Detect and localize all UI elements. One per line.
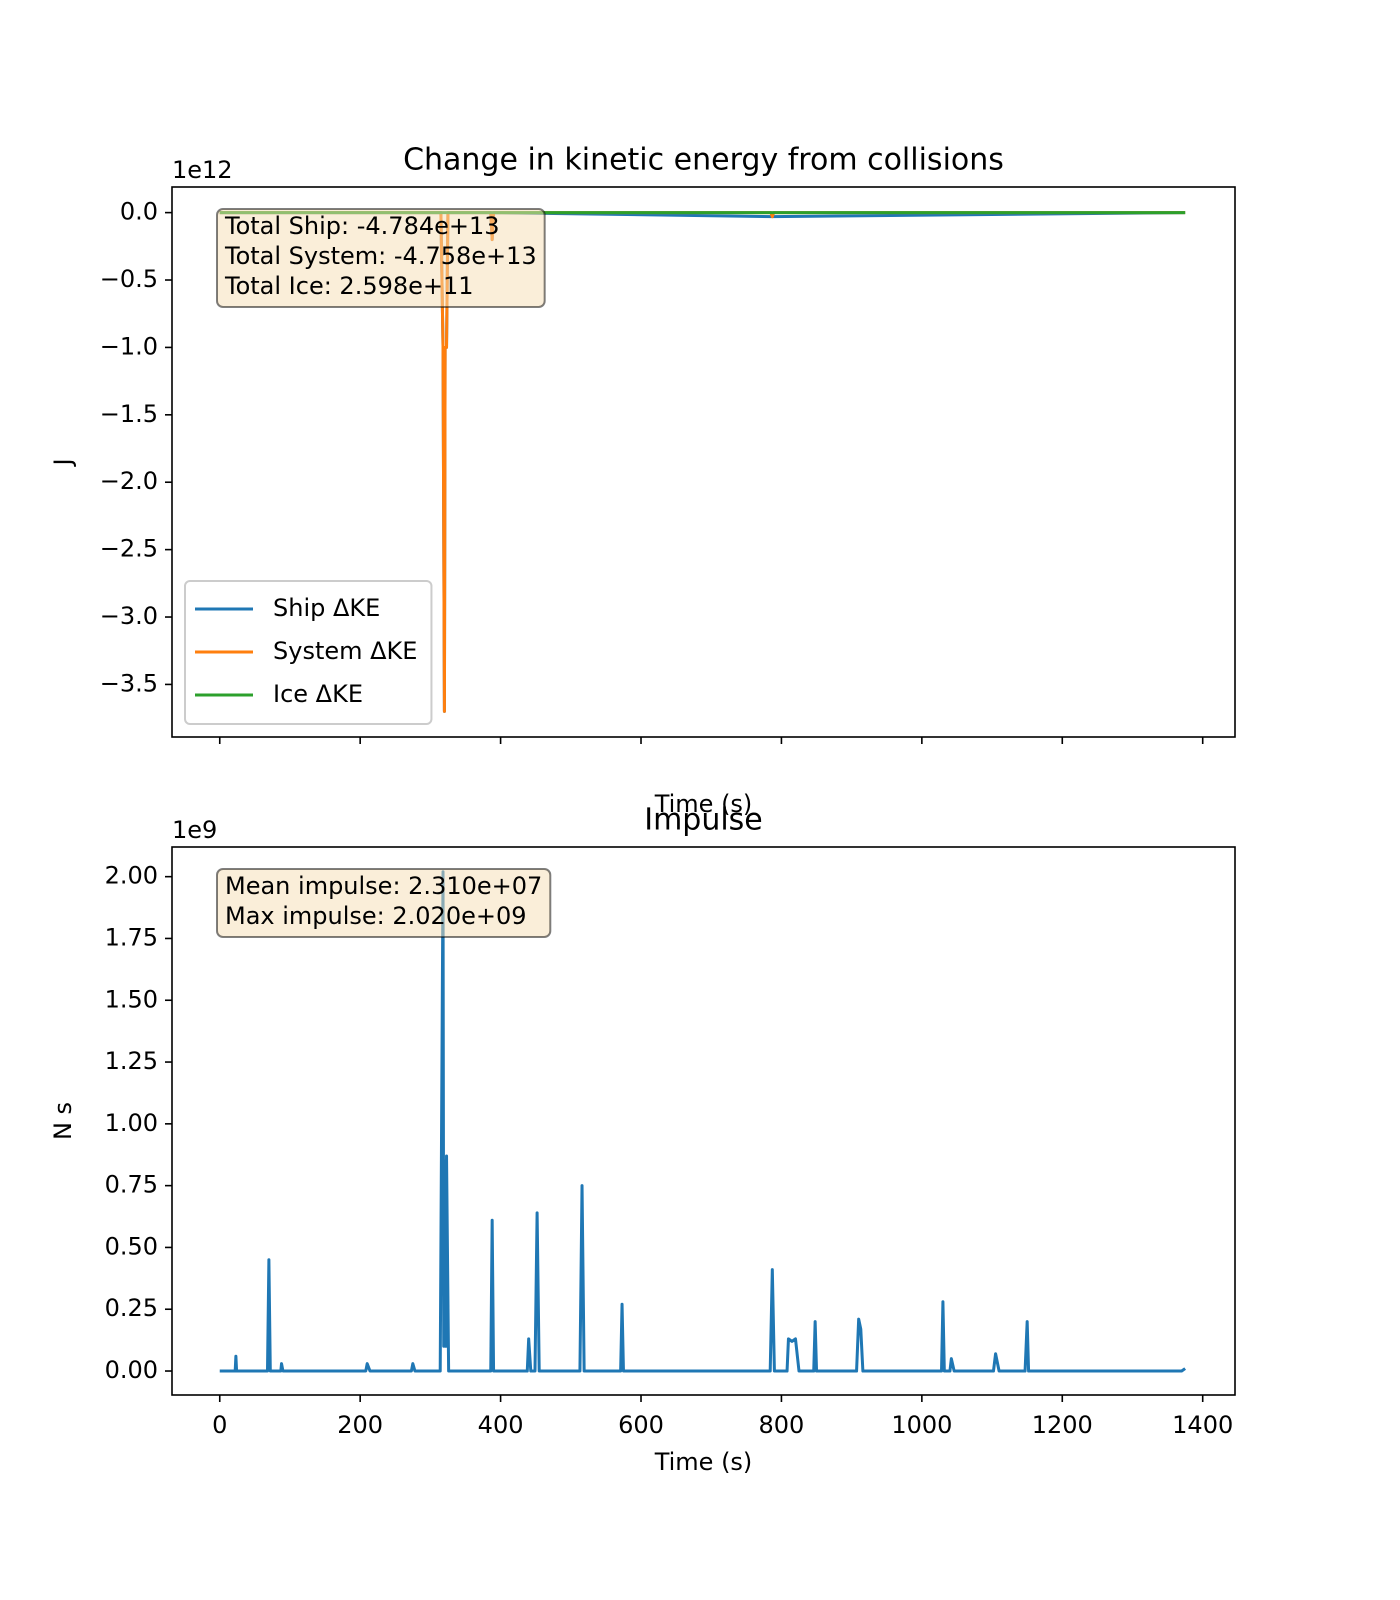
x-tick-label: 0 <box>212 1411 227 1439</box>
annotation-box <box>216 208 546 308</box>
y-tick-label: 1.25 <box>105 1047 158 1075</box>
legend-label: Ship ΔKE <box>273 594 380 622</box>
legend-label: Ice ΔKE <box>273 680 363 708</box>
y-tick-label: 0.0 <box>120 198 158 226</box>
y-tick-label: 0.25 <box>105 1294 158 1322</box>
y-axis-label: N s <box>49 1102 77 1140</box>
x-tick-label: 1400 <box>1172 1411 1233 1439</box>
y-axis-label: J <box>49 458 77 467</box>
x-tick-label: 800 <box>759 1411 805 1439</box>
y-tick-label: 1.75 <box>105 923 158 951</box>
chart-title: Change in kinetic energy from collisions <box>403 143 1004 178</box>
x-tick-label: 600 <box>618 1411 664 1439</box>
y-tick-label: 2.00 <box>105 862 158 890</box>
annotation-text: Mean impulse: 2.310e+07 <box>225 872 542 900</box>
y-tick-label: 0.75 <box>105 1171 158 1199</box>
y-tick-label: −0.5 <box>100 265 158 293</box>
axes-frame <box>171 186 1236 738</box>
y-tick-label: 1.00 <box>105 1109 158 1137</box>
legend: Ship ΔKE System ΔKE Ice ΔKE <box>184 580 433 725</box>
legend-label: System ΔKE <box>273 637 417 665</box>
subplot: Change in kinetic energy from collisions… <box>49 143 1236 818</box>
legend-box <box>184 580 433 725</box>
chart-title: Impulse <box>644 803 763 838</box>
y-tick-label: −2.5 <box>100 535 158 563</box>
data-line <box>219 870 1187 1373</box>
y-tick-label: −1.5 <box>100 400 158 428</box>
y-tick-label: −2.0 <box>100 467 158 495</box>
y-tick-label: 0.00 <box>105 1356 158 1384</box>
y-tick-label: −1.0 <box>100 332 158 360</box>
y-tick-label: 1.50 <box>105 985 158 1013</box>
x-tick-label: 400 <box>478 1411 524 1439</box>
subplot: Impulse 1e9 Time (s) N s 0.00 0.25 0.50 0.75 1.0… <box>49 803 1236 1476</box>
x-tick-label: 1000 <box>891 1411 952 1439</box>
x-tick-label: 1200 <box>1032 1411 1093 1439</box>
offset-text: 1e12 <box>172 156 233 184</box>
offset-text: 1e9 <box>172 816 217 844</box>
annotation-text: Max impulse: 2.020e+09 <box>225 902 527 930</box>
annotation-text: Total System: -4.758e+13 <box>224 242 537 270</box>
annotation-text: Total Ship: -4.784e+13 <box>224 212 500 240</box>
x-axis-label: Time (s) <box>654 790 753 818</box>
x-axis-label: Time (s) <box>654 1448 753 1476</box>
x-tick-label: 200 <box>337 1411 383 1439</box>
y-tick-label: −3.5 <box>100 669 158 697</box>
y-tick-label: 0.50 <box>105 1232 158 1260</box>
annotation-box <box>216 868 552 938</box>
y-tick-label: −3.0 <box>100 602 158 630</box>
annotation-text: Total Ice: 2.598e+11 <box>224 272 474 300</box>
axes-frame <box>171 846 1236 1396</box>
